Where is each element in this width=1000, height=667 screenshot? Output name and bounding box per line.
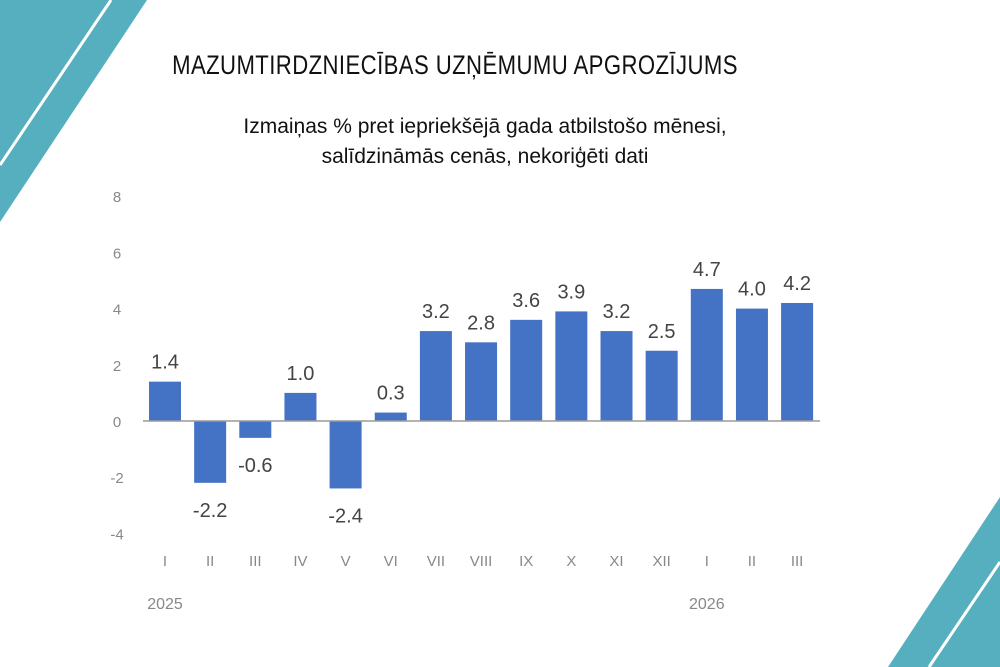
data-label: 3.2 <box>603 301 631 323</box>
data-label: 3.2 <box>422 301 450 323</box>
bar <box>645 350 678 421</box>
x-tick-label: I <box>705 553 709 570</box>
y-tick-label: 2 <box>113 358 121 375</box>
data-label: 4.2 <box>783 273 811 295</box>
x-tick-label: IV <box>293 553 307 570</box>
bar <box>284 392 317 421</box>
x-tick-label: XII <box>652 553 670 570</box>
x-tick-label: IX <box>519 553 533 570</box>
bar <box>149 381 181 421</box>
chart-title: MAZUMTIRDZNIECĪBAS UZŅĒMUMU APGROZĪJUMS <box>172 50 738 80</box>
y-tick-label: -2 <box>110 470 123 487</box>
data-label: 4.7 <box>693 259 721 281</box>
bar <box>419 331 452 421</box>
bar <box>781 302 814 421</box>
y-tick-label: 6 <box>113 245 121 262</box>
data-label: 3.9 <box>557 281 585 303</box>
year-label: 2026 <box>689 596 725 613</box>
x-tick-label: II <box>748 553 756 570</box>
x-tick-label: III <box>249 553 262 570</box>
data-label: 2.5 <box>648 321 676 343</box>
x-tick-label: II <box>206 553 214 570</box>
data-label: 1.0 <box>287 363 315 385</box>
data-label: 3.6 <box>512 290 540 312</box>
stripe-line-top-left <box>0 0 113 166</box>
y-tick-label: 4 <box>113 302 121 319</box>
chart-subtitle: Izmaiņas % pret iepriekšējā gada atbilst… <box>60 112 910 172</box>
stripe-line-bottom-right <box>927 561 1000 667</box>
y-tick-label: -4 <box>110 526 123 543</box>
data-label: 2.8 <box>467 312 495 334</box>
x-tick-label: VII <box>427 553 445 570</box>
bar <box>374 412 407 421</box>
subtitle-line-2: salīdzināmās cenās, nekoriģēti dati <box>321 145 649 168</box>
bar <box>194 421 227 483</box>
x-tick-label: VI <box>384 553 398 570</box>
bar <box>690 288 723 421</box>
y-tick-label: 8 <box>113 189 121 206</box>
bar <box>555 311 588 421</box>
corner-stripe-top-left <box>0 0 147 222</box>
x-tick-label: V <box>341 553 351 570</box>
x-tick-label: I <box>163 553 167 570</box>
bar <box>465 342 498 421</box>
data-label: -0.6 <box>238 455 272 477</box>
bar <box>329 421 362 489</box>
data-label: 4.0 <box>738 279 766 301</box>
bar <box>600 331 633 421</box>
x-tick-label: XI <box>609 553 623 570</box>
year-label: 2025 <box>147 596 183 613</box>
data-label: -2.2 <box>193 500 227 522</box>
x-tick-label: III <box>791 553 804 570</box>
subtitle-line-1: Izmaiņas % pret iepriekšējā gada atbilst… <box>243 115 727 138</box>
bar <box>239 421 272 438</box>
bar <box>510 319 543 421</box>
data-label: 1.4 <box>151 352 179 374</box>
corner-stripe-bottom-right <box>888 497 1000 667</box>
data-label: 0.3 <box>377 383 405 405</box>
x-tick-label: VIII <box>470 553 493 570</box>
y-tick-label: 0 <box>113 414 121 431</box>
data-label: -2.4 <box>328 505 362 527</box>
x-tick-label: X <box>566 553 576 570</box>
bar <box>735 308 768 421</box>
